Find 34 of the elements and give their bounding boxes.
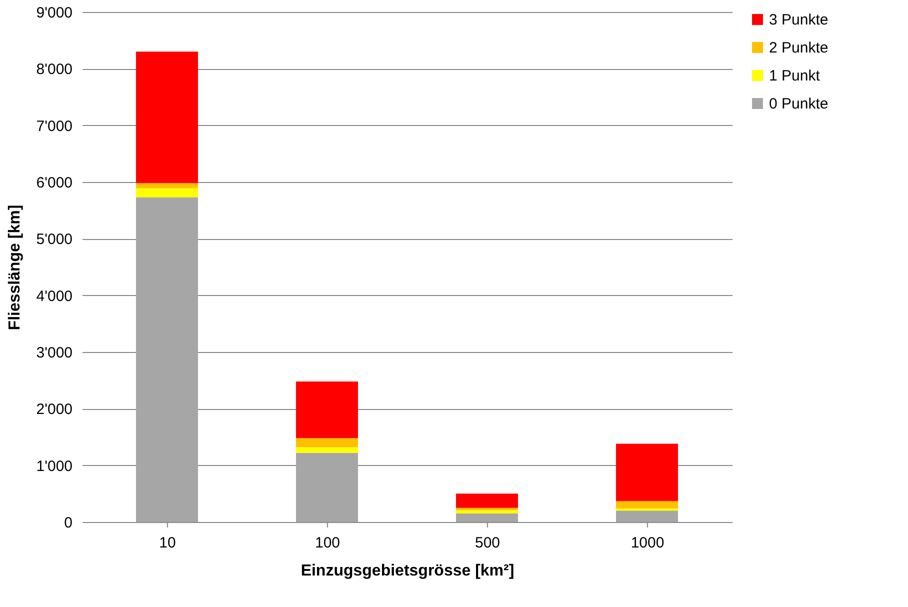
bar — [136, 183, 198, 188]
bar — [296, 447, 358, 453]
legend-label: 1 Punkt — [769, 68, 821, 84]
bar — [136, 197, 198, 522]
x-tick-label: 500 — [474, 534, 500, 552]
x-tick-label: 1000 — [630, 534, 664, 552]
y-tick-label: 9'000 — [36, 4, 72, 22]
bar — [136, 52, 198, 184]
y-tick-label: 2'000 — [36, 401, 72, 418]
y-tick-label: 3'000 — [36, 344, 72, 362]
bar — [136, 188, 198, 198]
y-axis-title: Fliesslänge [km] — [6, 204, 24, 330]
legend-label: 0 Punkte — [769, 96, 828, 112]
x-tick-label: 10 — [159, 534, 176, 552]
x-axis-title: Einzugsgebietsgrösse [km²] — [300, 562, 514, 580]
bar — [616, 510, 678, 522]
y-tick-label: 0 — [64, 514, 72, 532]
bar — [616, 501, 678, 508]
bar — [296, 381, 358, 438]
x-tick-label: 100 — [314, 534, 340, 552]
y-tick-label: 5'000 — [36, 231, 72, 248]
bar — [456, 510, 518, 514]
bar — [456, 514, 518, 522]
legend-label: 3 Punkte — [769, 12, 828, 28]
bar — [616, 444, 678, 502]
y-tick-label: 6'000 — [36, 174, 72, 192]
bar — [296, 438, 358, 448]
y-tick-label: 4'000 — [36, 288, 72, 305]
legend-label: 2 Punkte — [769, 40, 828, 56]
y-tick-label: 1'000 — [36, 458, 72, 475]
bar — [456, 494, 518, 508]
bar — [296, 452, 358, 522]
y-tick-label: 7'000 — [36, 118, 72, 135]
y-tick-label: 8'000 — [36, 61, 72, 78]
